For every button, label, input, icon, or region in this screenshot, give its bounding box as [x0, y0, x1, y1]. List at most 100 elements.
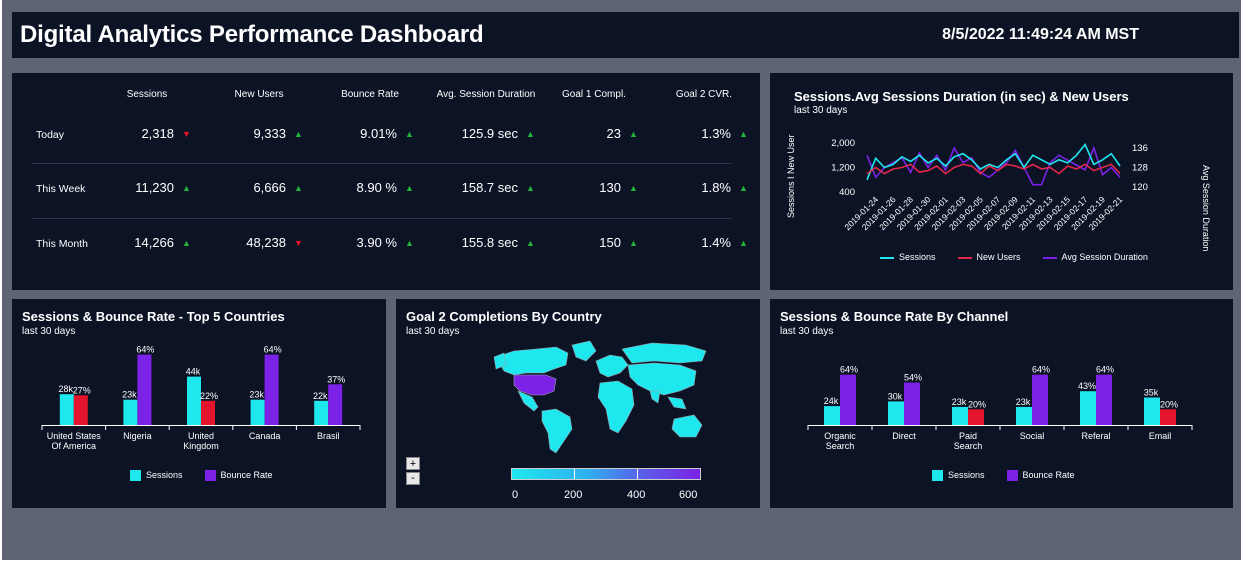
bar-bounce-rate[interactable]	[840, 374, 856, 425]
legend-avg-duration: Avg Session Duration	[1042, 252, 1148, 262]
kpi-row-label: This Month	[36, 238, 88, 250]
y-right-tick: 136	[1132, 143, 1148, 154]
bar-sessions[interactable]	[824, 406, 840, 425]
bar-data-label: 23k	[122, 390, 137, 400]
category-label: Direct	[892, 431, 916, 441]
channel-bar-panel: Sessions & Bounce Rate By Channel last 3…	[770, 299, 1233, 508]
map-panel: Goal 2 Completions By Country last 30 da…	[396, 299, 760, 508]
row-divider	[32, 163, 732, 164]
kpi-value: 1.3%	[701, 126, 731, 141]
bar-sessions[interactable]	[1016, 406, 1032, 425]
series-line-sessions	[866, 142, 1121, 181]
y-right-tick: 128	[1132, 163, 1148, 174]
bar-data-label: 28k	[59, 384, 74, 394]
kpi-value: 130	[599, 180, 621, 195]
world-map[interactable]	[396, 299, 760, 508]
bar-sessions[interactable]	[1080, 391, 1096, 425]
countries-bar-panel: Sessions & Bounce Rate - Top 5 Countries…	[12, 299, 386, 508]
legend-new-users: New Users	[957, 252, 1021, 262]
kpi-header-goal1: Goal 1 Compl.	[562, 89, 626, 100]
kpi-value: 9.01%	[360, 126, 397, 141]
countries-chart-subtitle: last 30 days	[22, 326, 76, 337]
sessions-line-chart: 2,000 1,200 400 136 128 120 Sessions I New Use…	[786, 134, 1211, 251]
bar-data-label: 27%	[73, 385, 91, 395]
channel-chart-title: Sessions & Bounce Rate By Channel	[780, 309, 1009, 324]
bar-sessions[interactable]	[1144, 397, 1160, 426]
bar-bounce-rate[interactable]	[137, 354, 152, 425]
bar-data-label: 20%	[1160, 399, 1178, 409]
kpi-value: 14,266	[134, 235, 174, 250]
trend-up-icon: ▲	[739, 238, 748, 248]
scale-tick	[637, 469, 638, 479]
bar-bounce-rate[interactable]	[73, 395, 88, 425]
map-region-europe	[595, 354, 629, 378]
trend-up-icon: ▲	[294, 183, 303, 193]
y-right-axis-title: Avg Session Duration	[1201, 165, 1211, 251]
bar-sessions[interactable]	[123, 399, 138, 425]
legend-label: New Users	[976, 252, 1021, 262]
line-chart-legend: Sessions New Users Avg Session Duration	[880, 252, 1148, 262]
legend-swatch	[880, 256, 894, 259]
countries-chart-title: Sessions & Bounce Rate - Top 5 Countries	[22, 309, 285, 324]
kpi-value: 158.7 sec	[461, 180, 518, 195]
kpi-value: 11,230	[135, 180, 174, 195]
trend-up-icon: ▲	[405, 238, 414, 248]
channel-legend: Sessions Bounce Rate	[932, 470, 1075, 482]
legend-sessions: Sessions	[932, 470, 985, 482]
bar-bounce-rate[interactable]	[1096, 374, 1112, 425]
bar-data-label: 30k	[888, 391, 903, 401]
legend-label: Sessions	[899, 252, 936, 262]
bar-bounce-rate[interactable]	[1032, 374, 1048, 425]
kpi-value: 155.8 sec	[461, 235, 518, 250]
bar-bounce-rate[interactable]	[904, 382, 920, 425]
trend-up-icon: ▲	[739, 129, 748, 139]
bar-sessions[interactable]	[888, 401, 904, 425]
bar-data-label: 44k	[186, 367, 201, 377]
kpi-value: 8.90 %	[356, 180, 397, 195]
datetime-stamp: 8/5/2022 11:49:24 AM MST	[942, 26, 1139, 43]
kpi-value: 2,318	[141, 126, 174, 141]
zoom-out-button[interactable]: -	[406, 472, 420, 485]
legend-sessions: Sessions	[880, 252, 936, 262]
bar-data-label: 24k	[824, 396, 839, 406]
page-title: Digital Analytics Performance Dashboard	[20, 21, 484, 48]
map-region-russia	[621, 342, 707, 364]
bar-sessions[interactable]	[952, 406, 968, 425]
map-region-canada	[495, 346, 569, 376]
bar-bounce-rate[interactable]	[968, 409, 984, 425]
bar-bounce-rate[interactable]	[1160, 409, 1176, 425]
category-label: Search	[954, 441, 983, 451]
bar-sessions[interactable]	[59, 394, 74, 425]
bar-bounce-rate[interactable]	[328, 384, 343, 425]
zoom-in-button[interactable]: +	[406, 457, 420, 470]
bar-bounce-rate[interactable]	[201, 400, 215, 425]
line-chart-subtitle: last 30 days	[794, 105, 848, 116]
bar-sessions[interactable]	[187, 376, 201, 425]
line-chart-title: Sessions.Avg Sessions Duration (in sec) …	[794, 89, 1129, 104]
kpi-header-goal2: Goal 2 CVR.	[675, 89, 733, 100]
bar-data-label: 37%	[327, 374, 345, 384]
series-line-avg-session-duration	[866, 145, 1121, 186]
kpi-value: 3.90 %	[356, 235, 397, 250]
legend-bounce-rate: Bounce Rate	[204, 470, 273, 482]
scale-label: 600	[679, 489, 698, 501]
kpi-row-label: This Week	[36, 183, 86, 195]
scale-label: 0	[512, 489, 519, 501]
category-label: Brasil	[317, 431, 340, 441]
category-label: Of America	[52, 441, 97, 451]
map-region-se-asia	[667, 396, 687, 410]
bar-data-label: 20%	[968, 399, 986, 409]
bar-data-label: 64%	[264, 345, 282, 355]
category-label: Organic	[824, 431, 856, 441]
map-region-africa	[597, 380, 635, 434]
trend-up-icon: ▲	[182, 183, 191, 193]
channel-chart-subtitle: last 30 days	[780, 326, 834, 337]
bar-bounce-rate[interactable]	[264, 354, 279, 425]
bar-sessions[interactable]	[250, 399, 265, 425]
kpi-header-avg-session-duration: Avg. Session Duration	[436, 89, 536, 100]
scale-tick	[574, 469, 575, 479]
bar-sessions[interactable]	[314, 400, 329, 425]
